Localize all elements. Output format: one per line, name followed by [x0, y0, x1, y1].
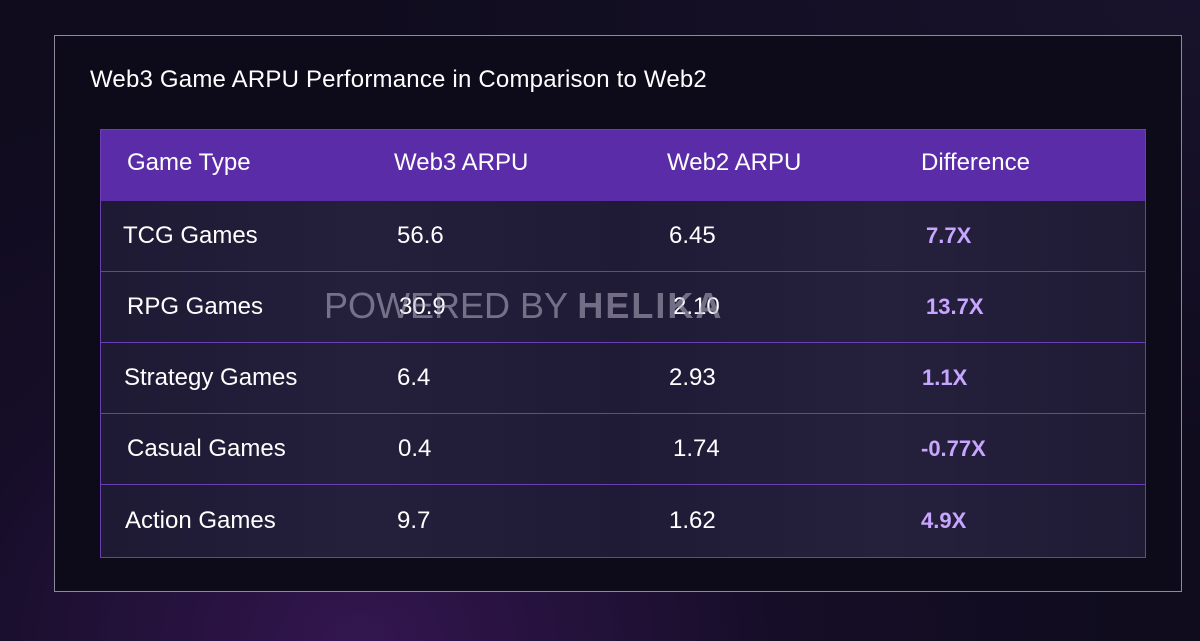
difference-cell: 1.1X	[922, 365, 968, 390]
column-header-web3-arpu: Web3 ARPU	[394, 149, 529, 176]
game-type-cell: TCG Games	[123, 222, 258, 249]
web2-arpu-cell: 1.74	[673, 435, 720, 462]
table-row: Strategy Games 6.4 2.93 1.1X	[101, 343, 1145, 414]
arpu-table: Game Type Web3 ARPU Web2 ARPU Difference…	[100, 129, 1146, 558]
difference-cell: 13.7X	[926, 294, 984, 319]
web2-arpu-cell: 6.45	[669, 222, 716, 249]
table-row: Action Games 9.7 1.62 4.9X	[101, 485, 1145, 557]
table-row: Casual Games 0.4 1.74 -0.77X	[101, 414, 1145, 485]
table-card: Web3 Game ARPU Performance in Comparison…	[54, 35, 1182, 592]
web3-arpu-cell: 6.4	[397, 364, 431, 391]
table-header-row: Game Type Web3 ARPU Web2 ARPU Difference	[101, 130, 1145, 201]
game-type-cell: RPG Games	[127, 293, 264, 320]
table-row: TCG Games 56.6 6.45 7.7X	[101, 201, 1145, 272]
difference-cell: 7.7X	[926, 223, 972, 248]
web3-arpu-cell: 9.7	[397, 507, 431, 534]
game-type-cell: Casual Games	[127, 435, 286, 462]
column-header-game-type: Game Type	[127, 149, 251, 176]
web3-arpu-cell: 56.6	[397, 222, 444, 249]
web3-arpu-cell: 0.4	[398, 435, 432, 462]
table-title: Web3 Game ARPU Performance in Comparison…	[90, 66, 707, 93]
web2-arpu-cell: 2.10	[673, 293, 720, 320]
web2-arpu-cell: 1.62	[669, 507, 716, 534]
difference-cell: 4.9X	[921, 508, 967, 533]
game-type-cell: Strategy Games	[124, 364, 298, 391]
column-header-difference: Difference	[921, 149, 1030, 176]
game-type-cell: Action Games	[125, 507, 276, 534]
difference-cell: -0.77X	[921, 436, 986, 461]
web3-arpu-cell: 30.9	[399, 293, 446, 320]
web2-arpu-cell: 2.93	[669, 364, 716, 391]
table-row: RPG Games 30.9 2.10 13.7X	[101, 272, 1145, 343]
column-header-web2-arpu: Web2 ARPU	[667, 149, 802, 176]
